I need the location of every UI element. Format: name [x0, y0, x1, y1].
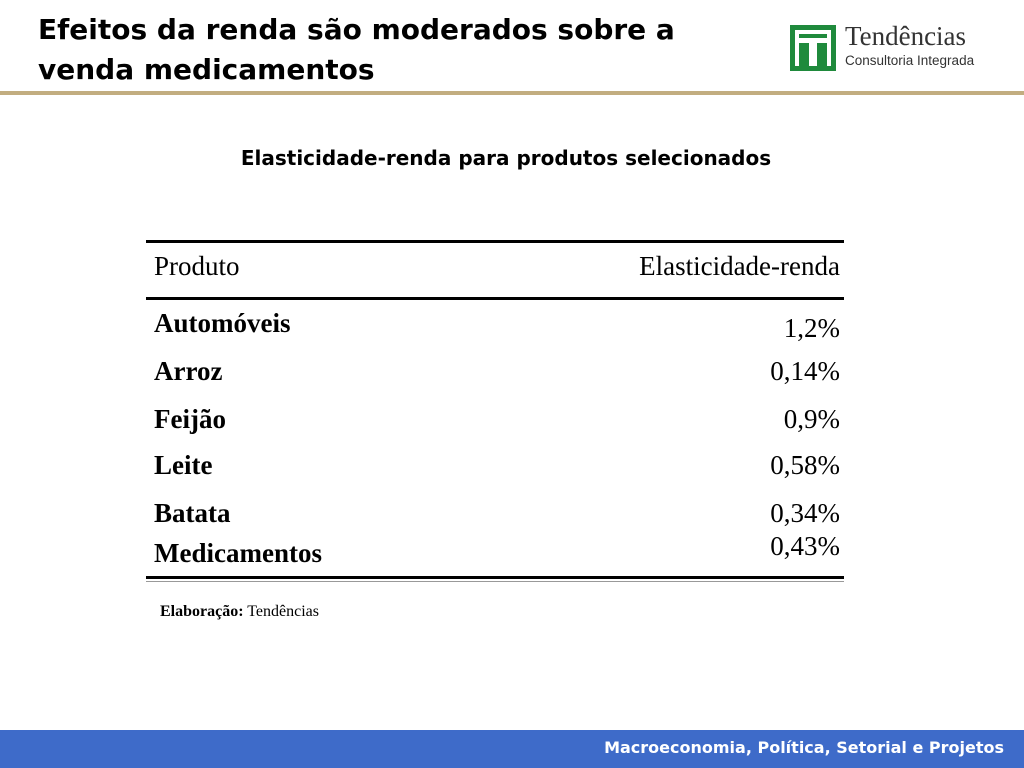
elasticity-cell: 0,34%	[770, 498, 840, 528]
title-divider	[0, 91, 1024, 95]
elasticity-cell: 0,9%	[783, 404, 840, 434]
logo-t-icon	[790, 25, 836, 71]
elasticity-cell: 1,2%	[783, 313, 840, 343]
table-header-rule	[146, 297, 844, 300]
table-row: Arroz 0,14%	[146, 348, 844, 396]
table-row: Batata 0,34%	[146, 490, 844, 536]
table-bottom-rule	[146, 576, 844, 579]
logo-name: Tendências	[845, 21, 967, 51]
table-header-row: Produto Elasticidade-renda	[146, 243, 844, 297]
table-top-rule	[146, 240, 844, 243]
elasticity-cell: 0,14%	[770, 356, 840, 386]
elasticity-table: Produto Elasticidade-renda Automóveis 1,…	[146, 240, 844, 582]
product-cell: Feijão	[154, 404, 226, 434]
source-value: Tendências	[247, 603, 319, 620]
company-logo: Tendências Consultoria Integrada	[790, 21, 1000, 71]
column-header-elasticity: Elasticidade-renda	[639, 251, 840, 281]
product-cell: Medicamentos	[154, 538, 322, 568]
product-cell: Automóveis	[154, 308, 291, 338]
product-cell: Arroz	[154, 356, 223, 386]
source-label: Elaboração:	[160, 603, 244, 620]
column-header-product: Produto	[154, 251, 240, 281]
product-cell: Batata	[154, 498, 231, 528]
footer-bar: Macroeconomia, Política, Setorial e Proj…	[0, 730, 1024, 768]
elasticity-cell: 0,58%	[770, 450, 840, 480]
footer-text: Macroeconomia, Política, Setorial e Proj…	[604, 738, 1004, 757]
table-row: Medicamentos 0,43%	[146, 531, 844, 576]
table-row: Leite 0,58%	[146, 442, 844, 490]
slide-title: Efeitos da renda são moderados sobre a v…	[38, 13, 675, 86]
table-title: Elasticidade-renda para produtos selecio…	[240, 146, 772, 170]
elasticity-cell: 0,43%	[770, 531, 840, 561]
table-row: Feijão 0,9%	[146, 396, 844, 442]
table-row: Automóveis 1,2%	[146, 300, 844, 348]
table-bottom-thin-rule	[146, 581, 844, 582]
product-cell: Leite	[154, 450, 213, 480]
source-note: Elaboração: Tendências	[160, 603, 319, 621]
logo-tagline: Consultoria Integrada	[845, 53, 975, 68]
